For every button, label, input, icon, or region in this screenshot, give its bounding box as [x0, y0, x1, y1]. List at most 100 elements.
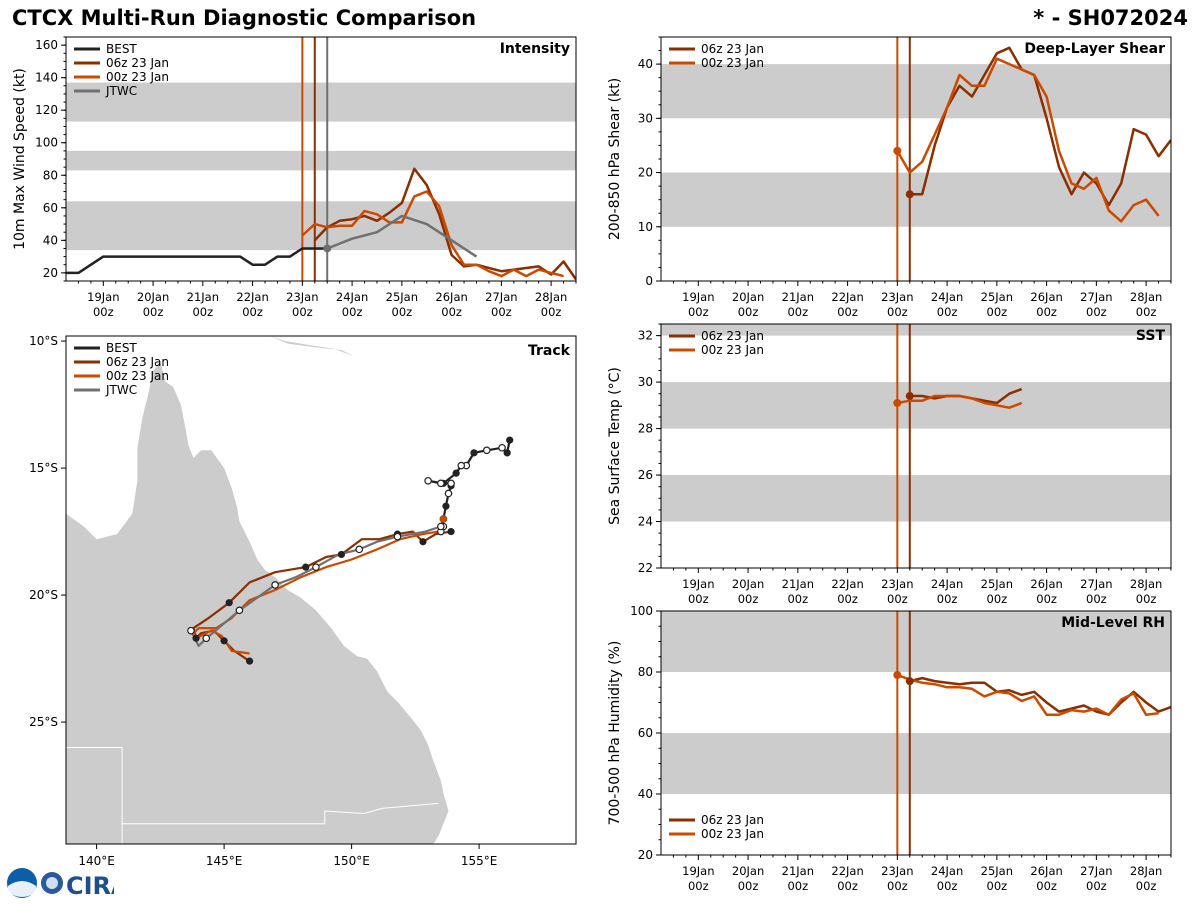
track-point-run06	[337, 550, 345, 559]
intensity-xtick-hour: 00z	[541, 305, 562, 319]
shear-xtick-date: 27Jan	[1080, 290, 1112, 304]
rh-xtick-date: 23Jan	[881, 864, 913, 878]
sst-xtick-hour: 00z	[787, 592, 808, 606]
sst-ytick-label: 26	[638, 468, 653, 482]
sst-xtick-hour: 00z	[987, 592, 1008, 606]
rh-xtick-hour: 00z	[887, 879, 908, 893]
intensity-series-run00	[301, 190, 564, 278]
track-point-best	[447, 479, 455, 488]
sst-band-2	[661, 324, 1171, 336]
intensity-title: Intensity	[500, 41, 570, 57]
state-border-0	[66, 747, 123, 844]
track-point-best	[442, 502, 450, 510]
rh-xtick-date: 20Jan	[732, 864, 764, 878]
sst-xtick-date: 28Jan	[1130, 577, 1162, 591]
rh-xtick-hour: 00z	[688, 879, 709, 893]
shear-ytick-label: 30	[638, 111, 653, 125]
sst-xtick-date: 23Jan	[881, 577, 913, 591]
shear-legend-label-run06: 06z 23 Jan	[701, 42, 764, 56]
intensity-marker-jtwc	[323, 244, 332, 253]
intensity-ytick-label: 140	[35, 71, 58, 85]
shear-series-run00	[896, 57, 1160, 223]
rh-xtick-date: 19Jan	[682, 864, 714, 878]
track-point-best	[503, 449, 511, 457]
panel-intensity: 2040608010012014016019Jan00z20Jan00z21Ja…	[12, 36, 577, 319]
rh-xtick-hour: 00z	[738, 879, 759, 893]
intensity-band-1	[66, 150, 576, 171]
shear-xtick-hour: 00z	[787, 305, 808, 319]
rh-xtick-hour: 00z	[837, 879, 858, 893]
intensity-legend-label-run00: 00z 23 Jan	[106, 70, 169, 84]
track-xtick-label: 145°E	[206, 854, 243, 868]
sst-band-0	[661, 475, 1171, 522]
shear-xtick-date: 20Jan	[732, 290, 764, 304]
rh-ytick-label: 20	[638, 848, 653, 862]
rh-title: Mid-Level RH	[1061, 615, 1165, 631]
track-point-run06	[225, 599, 233, 607]
sst-xtick-hour: 00z	[1036, 592, 1057, 606]
rh-xtick-date: 22Jan	[831, 864, 863, 878]
rh-xtick-date: 25Jan	[981, 864, 1013, 878]
state-border-1	[122, 802, 439, 825]
track-series-jtwc	[189, 525, 442, 648]
rh-xtick-date: 28Jan	[1130, 864, 1162, 878]
shear-xtick-date: 28Jan	[1130, 290, 1162, 304]
intensity-xtick-date: 21Jan	[187, 290, 219, 304]
shear-xtick-date: 24Jan	[931, 290, 963, 304]
rh-legend-label-run06: 06z 23 Jan	[701, 813, 764, 827]
track-point-run06	[302, 563, 310, 571]
track-point-run06	[447, 527, 455, 536]
sst-xtick-date: 22Jan	[831, 577, 863, 591]
track-point-best	[498, 443, 506, 452]
noaa-cira-emblem: CIRA	[7, 868, 130, 900]
track-point-best	[452, 469, 460, 477]
shear-ytick-label: 10	[638, 220, 653, 234]
track-point-jtwc	[235, 606, 244, 615]
rh-series-run00	[896, 673, 1159, 716]
rh-ylabel: 700-500 hPa Humidity (%)	[607, 641, 623, 826]
track-point-jtwc	[202, 634, 211, 643]
intensity-xtick-date: 22Jan	[236, 290, 268, 304]
sst-ytick-label: 22	[638, 561, 653, 575]
rh-band-1	[661, 611, 1171, 672]
rh-marker-run00	[893, 671, 902, 680]
intensity-ytick-label: 80	[43, 168, 58, 182]
track-ytick-label: 10°S	[29, 334, 58, 348]
shear-plot-area	[896, 46, 1171, 223]
intensity-ytick-label: 100	[35, 136, 58, 150]
track-point-run06	[246, 657, 254, 665]
shear-ytick-label: 0	[645, 274, 653, 288]
intensity-xtick-hour: 00z	[93, 305, 114, 319]
panel-rh: 2040608010019Jan00z20Jan00z21Jan00z22Jan…	[607, 604, 1172, 893]
shear-marker-run00	[893, 146, 902, 155]
shear-xtick-hour: 00z	[1086, 305, 1107, 319]
track-xtick-label: 140°E	[78, 854, 115, 868]
cira-logo-text: CIRA	[66, 872, 114, 900]
sst-title: SST	[1136, 328, 1166, 344]
track-point-best	[437, 479, 445, 488]
track-ytick-label: 15°S	[29, 461, 58, 475]
track-point-jtwc	[393, 532, 402, 541]
intensity-legend-label-run06: 06z 23 Jan	[106, 56, 169, 70]
track-point-best	[444, 489, 453, 498]
track-point-jtwc	[437, 522, 445, 531]
track-point-best	[457, 461, 466, 470]
rh-ytick-label: 100	[630, 604, 653, 618]
intensity-xtick-date: 27Jan	[485, 290, 517, 304]
sst-xtick-hour: 00z	[1086, 592, 1107, 606]
intensity-ytick-label: 60	[43, 201, 58, 215]
sst-marker-run00	[893, 399, 902, 408]
shear-xtick-date: 22Jan	[831, 290, 863, 304]
intensity-plot-area	[66, 167, 576, 281]
cira-logo: CIRA	[4, 866, 130, 904]
sst-xtick-date: 27Jan	[1080, 577, 1112, 591]
sst-ytick-label: 28	[638, 422, 653, 436]
sst-xtick-hour: 00z	[1136, 592, 1157, 606]
sst-legend-label-run00: 00z 23 Jan	[701, 343, 764, 357]
shear-xtick-hour: 00z	[837, 305, 858, 319]
track-legend-label-run06: 06z 23 Jan	[106, 355, 169, 369]
shear-xtick-hour: 00z	[1036, 305, 1057, 319]
shear-ytick-label: 40	[638, 57, 653, 71]
rh-xtick-hour: 00z	[787, 879, 808, 893]
sst-xtick-hour: 00z	[688, 592, 709, 606]
